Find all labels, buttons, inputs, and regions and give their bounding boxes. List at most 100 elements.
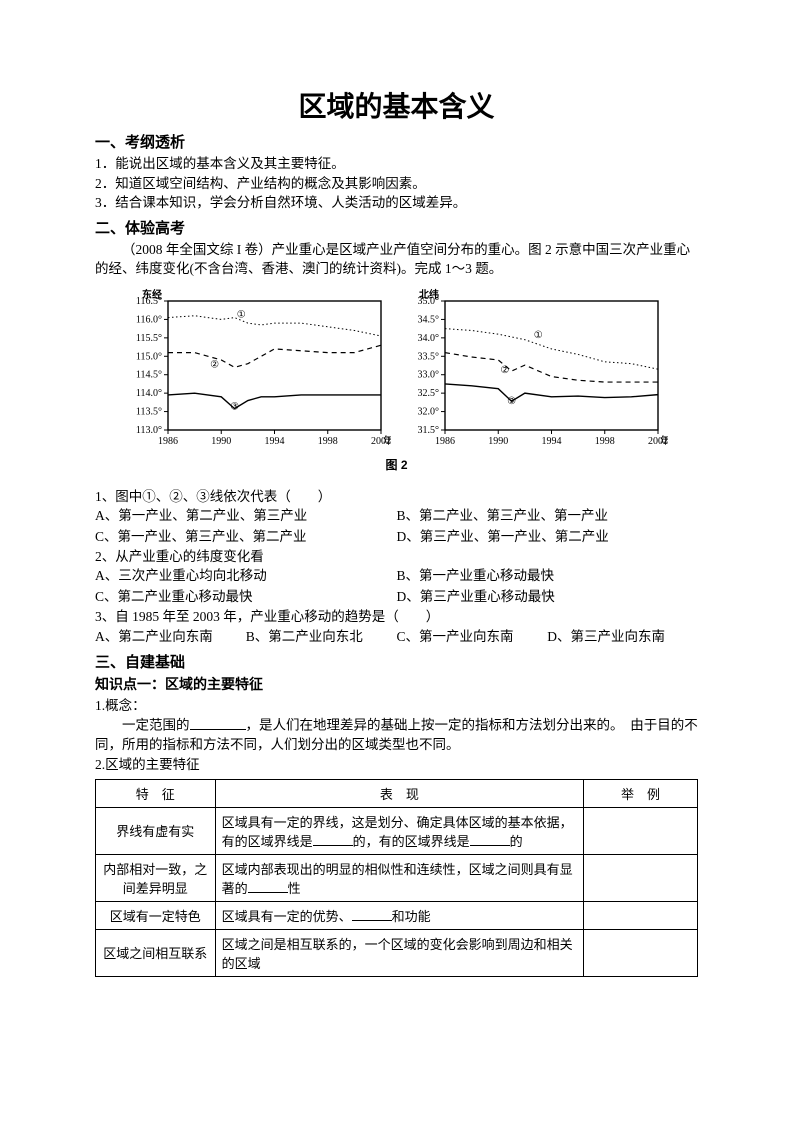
s1-item-3: 3．结合课本知识，学会分析自然环境、人类活动的区域差异。 xyxy=(95,193,698,213)
kp1-heading: 知识点一：区域的主要特征 xyxy=(95,674,698,694)
svg-text:1998: 1998 xyxy=(317,436,337,447)
r2c2: 区域内部表现出的明显的相似性和连续性，区域之间则具有显著的性 xyxy=(215,854,583,901)
svg-text:①: ① xyxy=(236,309,245,320)
q2-stem: 2、从产业重心的纬度变化看 xyxy=(95,547,698,567)
th-feature: 特 征 xyxy=(96,779,216,807)
svg-text:1986: 1986 xyxy=(158,436,178,447)
section-2-heading: 二、体验高考 xyxy=(95,217,698,238)
r3c2-pre: 区域具有一定的优势、 xyxy=(222,909,352,924)
q1-opt-b: B、第二产业、第三产业、第一产业 xyxy=(397,506,699,526)
svg-text:1990: 1990 xyxy=(211,436,231,447)
s1-item-2: 2．知道区域空间结构、产业结构的概念及其影响因素。 xyxy=(95,174,698,194)
svg-text:①: ① xyxy=(533,330,542,341)
svg-text:③: ③ xyxy=(507,396,516,407)
q3-opt-b: B、第二产业向东北 xyxy=(246,627,397,647)
r3c1: 区域有一定特色 xyxy=(96,901,216,929)
q1-opt-d: D、第三产业、第一产业、第二产业 xyxy=(397,527,699,547)
table-row: 界线有虚有实 区域具有一定的界线，这是划分、确定具体区域的基本依据，有的区域界线… xyxy=(96,807,698,854)
svg-text:北纬: 北纬 xyxy=(419,288,439,301)
s1-item-1: 1．能说出区域的基本含义及其主要特征。 xyxy=(95,154,698,174)
r1c2-post: 的 xyxy=(510,834,523,849)
table-row: 特 征 表 现 举 例 xyxy=(96,779,698,807)
svg-text:东经: 东经 xyxy=(142,288,162,301)
r1c3 xyxy=(584,807,698,854)
r2c3 xyxy=(584,854,698,901)
q1-stem: 1、图中①、②、③线依次代表（ ） xyxy=(95,487,698,507)
section-3-heading: 三、自建基础 xyxy=(95,651,698,672)
q3-opt-a: A、第二产业向东南 xyxy=(95,627,246,647)
chart-left-svg: 116.5°116.0°115.5°115.0°114.5°114.0°113.… xyxy=(126,287,391,452)
r1c2-mid: 的，有的区域界线是 xyxy=(353,834,470,849)
q3-stem: 3、自 1985 年至 2003 年，产业重心移动的趋势是（ ） xyxy=(95,607,698,627)
r4c1: 区域之间相互联系 xyxy=(96,929,216,976)
svg-text:1998: 1998 xyxy=(594,436,614,447)
svg-text:②: ② xyxy=(500,365,509,376)
q2-opt-b: B、第一产业重心移动最快 xyxy=(397,566,699,586)
q2-opt-a: A、三次产业重心均向北移动 xyxy=(95,566,397,586)
svg-text:34.0°: 34.0° xyxy=(417,333,439,344)
th-expression: 表 现 xyxy=(215,779,583,807)
features-table: 特 征 表 现 举 例 界线有虚有实 区域具有一定的界线，这是划分、确定具体区域… xyxy=(95,779,698,977)
concept-label: 1.概念： xyxy=(95,696,698,716)
svg-text:114.0°: 114.0° xyxy=(135,388,161,399)
svg-text:31.5°: 31.5° xyxy=(417,425,439,436)
feat-label: 2.区域的主要特征 xyxy=(95,755,698,775)
svg-text:②: ② xyxy=(210,359,219,370)
section-1-heading: 一、考纲透析 xyxy=(95,131,698,152)
svg-text:34.5°: 34.5° xyxy=(417,314,439,325)
svg-text:③: ③ xyxy=(230,402,239,413)
table-row: 内部相对一致，之间差异明显 区域内部表现出的明显的相似性和连续性，区域之间则具有… xyxy=(96,854,698,901)
r4c3 xyxy=(584,929,698,976)
figure-caption: 图 2 xyxy=(95,456,698,473)
svg-text:113.5°: 113.5° xyxy=(135,406,161,417)
r4c2: 区域之间是相互联系的，一个区域的变化会影响到周边和相关的区域 xyxy=(215,929,583,976)
r2c1: 内部相对一致，之间差异明显 xyxy=(96,854,216,901)
r2c2-post: 性 xyxy=(288,881,301,896)
svg-text:1994: 1994 xyxy=(264,436,284,447)
svg-text:1994: 1994 xyxy=(541,436,561,447)
q1-opt-c: C、第一产业、第三产业、第二产业 xyxy=(95,527,397,547)
svg-text:33.0°: 33.0° xyxy=(417,370,439,381)
q2-opt-c: C、第二产业重心移动最快 xyxy=(95,587,397,607)
svg-text:114.5°: 114.5° xyxy=(135,370,161,381)
q3-opt-d: D、第三产业向东南 xyxy=(547,627,698,647)
svg-text:33.5°: 33.5° xyxy=(417,351,439,362)
blank-r1b xyxy=(470,832,510,846)
svg-text:年份: 年份 xyxy=(383,434,391,447)
blank-r2 xyxy=(248,879,288,893)
r3c3 xyxy=(584,901,698,929)
table-row: 区域之间相互联系 区域之间是相互联系的，一个区域的变化会影响到周边和相关的区域 xyxy=(96,929,698,976)
svg-text:115.0°: 115.0° xyxy=(135,351,161,362)
svg-text:1986: 1986 xyxy=(435,436,455,447)
svg-text:113.0°: 113.0° xyxy=(135,425,161,436)
chart-right-svg: 35.0°34.5°34.0°33.5°33.0°32.5°32.0°31.5°… xyxy=(403,287,668,452)
table-row: 区域有一定特色 区域具有一定的优势、 和功能 xyxy=(96,901,698,929)
r3c2: 区域具有一定的优势、 和功能 xyxy=(215,901,583,929)
q3-options: A、第二产业向东南 B、第二产业向东北 C、第一产业向东南 D、第三产业向东南 xyxy=(95,627,698,647)
svg-text:年份: 年份 xyxy=(660,434,668,447)
svg-text:32.0°: 32.0° xyxy=(417,406,439,417)
concept-pre: 一定范围的 xyxy=(122,718,190,733)
q1-opt-a: A、第一产业、第二产业、第三产业 xyxy=(95,506,397,526)
q1-options: A、第一产业、第二产业、第三产业 B、第二产业、第三产业、第一产业 C、第一产业… xyxy=(95,506,698,547)
page-title: 区域的基本含义 xyxy=(95,85,698,125)
r1c1: 界线有虚有实 xyxy=(96,807,216,854)
svg-text:116.0°: 116.0° xyxy=(135,314,161,325)
r3c2-post: 和功能 xyxy=(392,909,431,924)
concept-text: 一定范围的，是人们在地理差异的基础上按一定的指标和方法划分出来的。 由于目的不同… xyxy=(95,715,698,755)
s2-intro: （2008 年全国文综 I 卷）产业重心是区域产业产值空间分布的重心。图 2 示… xyxy=(95,240,698,279)
chart-left: 116.5°116.0°115.5°115.0°114.5°114.0°113.… xyxy=(126,287,391,452)
th-example: 举 例 xyxy=(584,779,698,807)
blank-concept xyxy=(190,715,246,730)
r1c2: 区域具有一定的界线，这是划分、确定具体区域的基本依据，有的区域界线是的，有的区域… xyxy=(215,807,583,854)
chart-right: 35.0°34.5°34.0°33.5°33.0°32.5°32.0°31.5°… xyxy=(403,287,668,452)
svg-text:115.5°: 115.5° xyxy=(135,333,161,344)
q2-opt-d: D、第三产业重心移动最快 xyxy=(397,587,699,607)
svg-text:1990: 1990 xyxy=(488,436,508,447)
blank-r3 xyxy=(352,907,392,921)
svg-text:32.5°: 32.5° xyxy=(417,388,439,399)
page: 区域的基本含义 一、考纲透析 1．能说出区域的基本含义及其主要特征。 2．知道区… xyxy=(0,0,793,1122)
charts-row: 116.5°116.0°115.5°115.0°114.5°114.0°113.… xyxy=(95,287,698,452)
blank-r1a xyxy=(313,832,353,846)
q2-options: A、三次产业重心均向北移动 B、第一产业重心移动最快 C、第二产业重心移动最快 … xyxy=(95,566,698,607)
